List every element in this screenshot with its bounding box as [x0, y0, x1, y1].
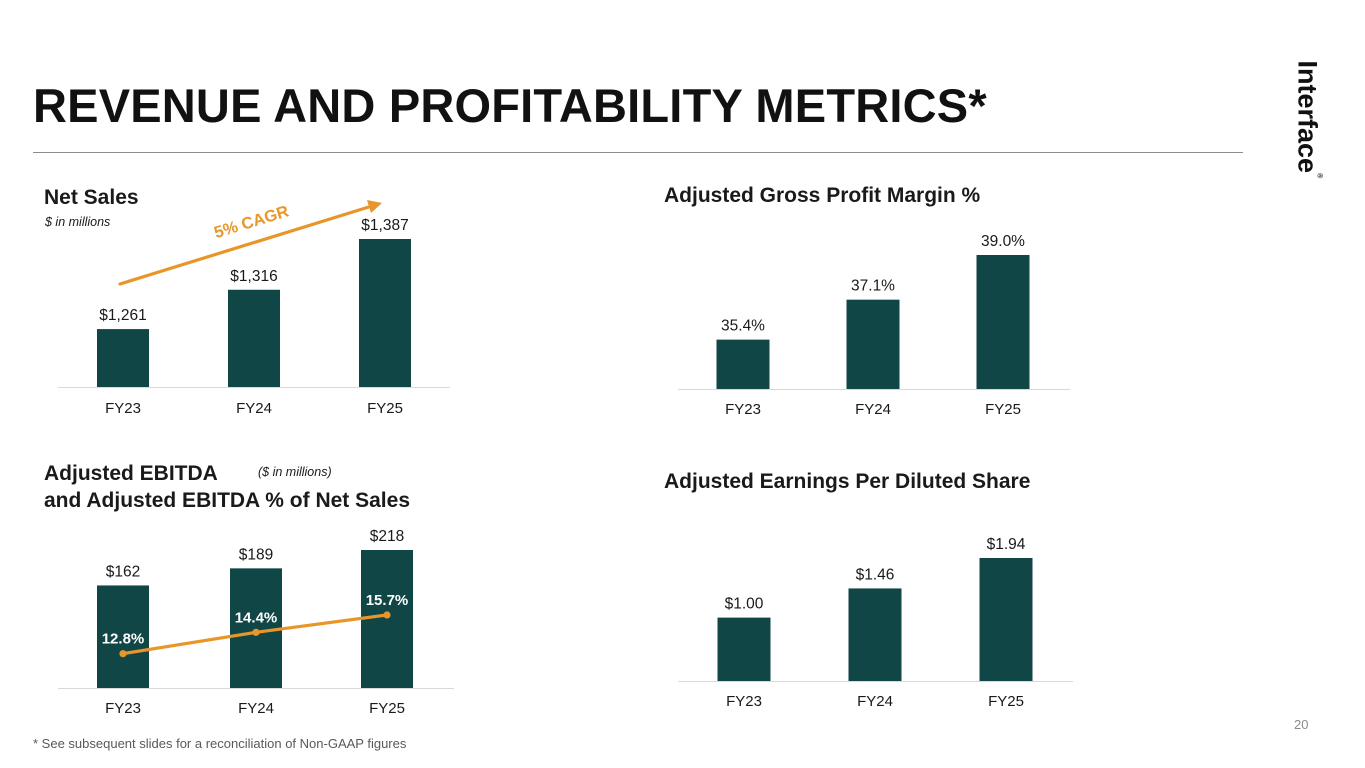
net-sales-data-label: $1,387 — [361, 217, 408, 234]
net-sales-title: Net Sales — [44, 186, 139, 209]
net-sales-bar-fy23 — [97, 329, 149, 387]
eps-tick-label: FY25 — [988, 693, 1024, 710]
net-sales-bar-fy24 — [228, 289, 280, 387]
ebitda-title-line2: and Adjusted EBITDA % of Net Sales — [44, 489, 410, 512]
gross-margin-tick-label: FY23 — [725, 401, 761, 418]
ebitda-title-line1: Adjusted EBITDA — [44, 462, 218, 485]
cagr-arrow-head — [367, 200, 382, 213]
eps-tick-label: FY24 — [857, 693, 893, 710]
page-title: REVENUE AND PROFITABILITY METRICS* — [33, 79, 987, 132]
gross-margin-data-label: 35.4% — [721, 318, 765, 335]
net-sales-tick-label: FY24 — [236, 400, 272, 417]
gross-margin-data-label: 37.1% — [851, 278, 895, 295]
page-number: 20 — [1294, 717, 1309, 732]
net-sales-data-label: $1,316 — [230, 268, 277, 285]
net-sales-tick-label: FY23 — [105, 400, 141, 417]
net-sales-tick-label: FY25 — [367, 400, 403, 417]
net-sales-data-label: $1,261 — [99, 307, 146, 324]
ebitda-tick-label: FY23 — [105, 700, 141, 717]
ebitda-bar-fy25 — [361, 550, 413, 688]
ebitda-margin-point — [119, 650, 127, 658]
cagr-arrow-line — [118, 204, 374, 286]
eps-bar-fy24 — [848, 588, 902, 681]
net-sales-subtitle: $ in millions — [45, 215, 111, 229]
eps-bar-fy25 — [979, 558, 1033, 681]
ebitda-margin-label: 12.8% — [102, 631, 145, 648]
ebitda-data-label: $162 — [106, 563, 140, 580]
footnote: * See subsequent slides for a reconcilia… — [33, 736, 407, 751]
eps-data-label: $1.46 — [856, 566, 895, 583]
net-sales-bar-fy25 — [359, 239, 411, 387]
gross-margin-tick-label: FY25 — [985, 401, 1021, 418]
gross-margin-bar-fy23 — [716, 339, 770, 389]
ebitda-tick-label: FY24 — [238, 700, 274, 717]
eps-title: Adjusted Earnings Per Diluted Share — [664, 470, 1031, 493]
gross-margin-tick-label: FY24 — [855, 401, 891, 418]
eps-data-label: $1.00 — [725, 596, 764, 613]
eps-data-label: $1.94 — [987, 536, 1026, 553]
ebitda-margin-label: 14.4% — [235, 609, 278, 626]
eps-bar-fy23 — [717, 617, 771, 681]
ebitda-data-label: $189 — [239, 546, 273, 563]
ebitda-margin-label: 15.7% — [366, 592, 409, 609]
gross-margin-title: Adjusted Gross Profit Margin % — [664, 184, 981, 207]
gross-margin-bar-fy25 — [976, 255, 1030, 389]
ebitda-margin-point — [252, 628, 260, 636]
eps-tick-label: FY23 — [726, 693, 762, 710]
ebitda-data-label: $218 — [370, 528, 404, 545]
gross-margin-data-label: 39.0% — [981, 233, 1025, 250]
ebitda-tick-label: FY25 — [369, 700, 405, 717]
ebitda-bar-fy24 — [230, 568, 282, 688]
title-divider — [33, 152, 1243, 153]
ebitda-subtitle: ($ in millions) — [258, 465, 332, 479]
gross-margin-bar-fy24 — [846, 299, 900, 389]
ebitda-margin-point — [383, 611, 391, 619]
ebitda-bar-fy23 — [97, 585, 149, 688]
